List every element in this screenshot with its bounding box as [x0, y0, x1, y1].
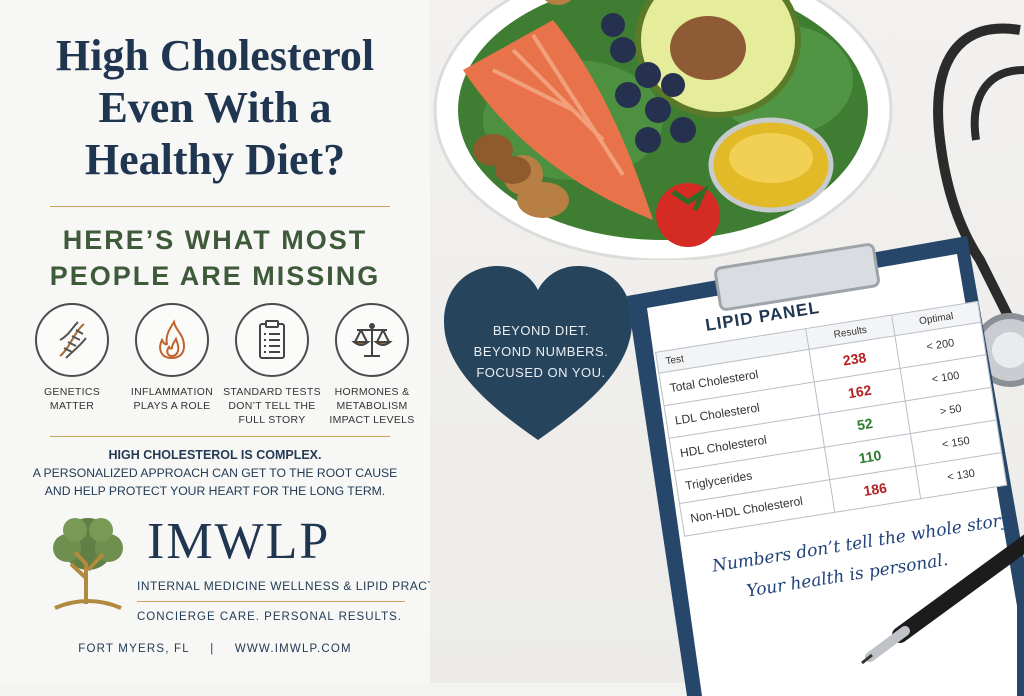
- feature-standard-tests: STANDARD TESTS DON’T TELL THE FULL STORY: [222, 303, 322, 427]
- practice-name: INTERNAL MEDICINE WELLNESS & LIPID PRACT…: [137, 579, 457, 593]
- message-headline: HIGH CHOLESTEROL IS COMPLEX.: [108, 448, 322, 462]
- feature-hormones: HORMONES & METABOLISM IMPACT LEVELS: [322, 303, 422, 427]
- feature-label-line: FULL STORY: [238, 414, 306, 426]
- flame-icon: [135, 303, 209, 377]
- feature-label: INFLAMMATION PLAYS A ROLE: [122, 385, 222, 413]
- heart-stone: [444, 266, 632, 440]
- subheading-line: HERE’S WHAT MOST: [62, 225, 368, 255]
- feature-label-line: HORMONES &: [334, 386, 410, 398]
- feature-label-line: STANDARD TESTS: [223, 386, 321, 398]
- feature-label: HORMONES & METABOLISM IMPACT LEVELS: [322, 385, 422, 427]
- heart-message: BEYOND DIET. BEYOND NUMBERS. FOCUSED ON …: [470, 320, 612, 383]
- feature-label-line: METABOLISM: [336, 400, 408, 412]
- scales-icon: [335, 303, 409, 377]
- subheading: HERE’S WHAT MOST PEOPLE ARE MISSING: [0, 222, 430, 294]
- feature-label-line: DON’T TELL THE: [228, 400, 316, 412]
- feature-label-line: PLAYS A ROLE: [133, 400, 211, 412]
- feature-label-line: MATTER: [49, 400, 95, 412]
- tagline: CONCIERGE CARE. PERSONAL RESULTS.: [137, 611, 402, 623]
- divider: [50, 206, 390, 207]
- pen-icon: [861, 534, 1024, 665]
- title-line: Healthy Diet?: [84, 135, 346, 184]
- feature-inflammation: INFLAMMATION PLAYS A ROLE: [122, 303, 222, 413]
- message-line: A PERSONALIZED APPROACH CAN GET TO THE R…: [32, 466, 398, 480]
- feature-label-line: GENETICS: [43, 386, 101, 398]
- feature-label: GENETICS MATTER: [22, 385, 122, 413]
- heart-line: FOCUSED ON YOU.: [476, 365, 606, 380]
- separator: |: [210, 643, 215, 655]
- brand-name: IMWLP: [147, 513, 331, 570]
- food-bowl: [433, 0, 893, 260]
- feature-genetics: GENETICS MATTER: [22, 303, 122, 413]
- divider: [137, 601, 405, 602]
- page-title: High Cholesterol Even With a Healthy Die…: [0, 30, 430, 186]
- tree-logo-icon: [45, 512, 131, 617]
- heart-line: BEYOND DIET.: [492, 323, 590, 338]
- feature-label: STANDARD TESTS DON’T TELL THE FULL STORY: [222, 385, 322, 427]
- website-link[interactable]: WWW.IMWLP.COM: [234, 643, 352, 655]
- title-line: Even With a: [98, 83, 332, 132]
- heart-line: BEYOND NUMBERS.: [473, 344, 609, 359]
- message-line: AND HELP PROTECT YOUR HEART FOR THE LONG…: [44, 484, 386, 498]
- subheading-line: PEOPLE ARE MISSING: [49, 261, 381, 291]
- feature-label-line: INFLAMMATION: [130, 386, 214, 398]
- location: FORT MYERS, FL: [78, 643, 190, 655]
- title-line: High Cholesterol: [55, 31, 375, 80]
- clipboard-icon: [235, 303, 309, 377]
- dna-icon: [35, 303, 109, 377]
- feature-label-line: IMPACT LEVELS: [329, 414, 415, 426]
- divider: [50, 436, 390, 437]
- contact-line: FORT MYERS, FL | WWW.IMWLP.COM: [0, 643, 430, 655]
